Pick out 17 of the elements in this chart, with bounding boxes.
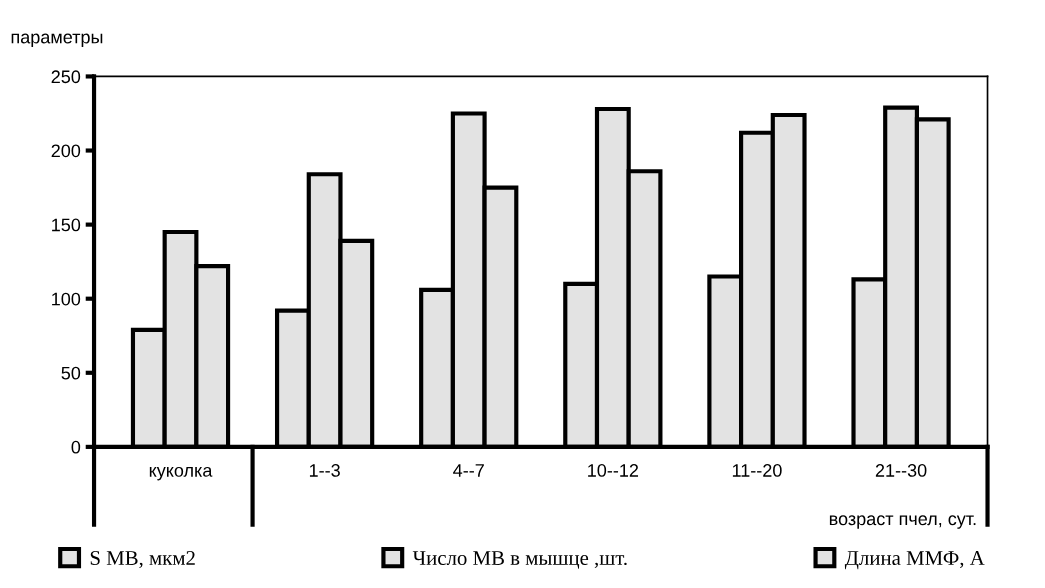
y-tick-label: 0 — [71, 440, 81, 454]
x-tick-label: 4--7 — [453, 464, 484, 477]
x-tick-label: 21--30 — [875, 464, 927, 477]
x-axis-title: возраст пчел, сут. — [829, 515, 976, 529]
legend-label: S MB, мкм2 — [90, 551, 195, 569]
y-tick-label: 50 — [61, 366, 81, 380]
y-axis-title: параметры — [11, 33, 103, 48]
y-tick-label: 100 — [52, 292, 81, 306]
y-tick-label: 150 — [52, 218, 81, 232]
legend-label: Длина ММФ, А — [844, 551, 985, 570]
x-tick-label: 11--20 — [732, 464, 782, 477]
x-tick-label: 10--12 — [588, 464, 639, 477]
x-tick-label: куколка — [149, 466, 213, 481]
x-tick-label: 1--3 — [309, 464, 340, 477]
legend-label: Число MB в мышце ,шт. — [412, 551, 627, 569]
y-tick-label: 250 — [51, 70, 81, 84]
y-tick-label: 200 — [51, 144, 81, 158]
